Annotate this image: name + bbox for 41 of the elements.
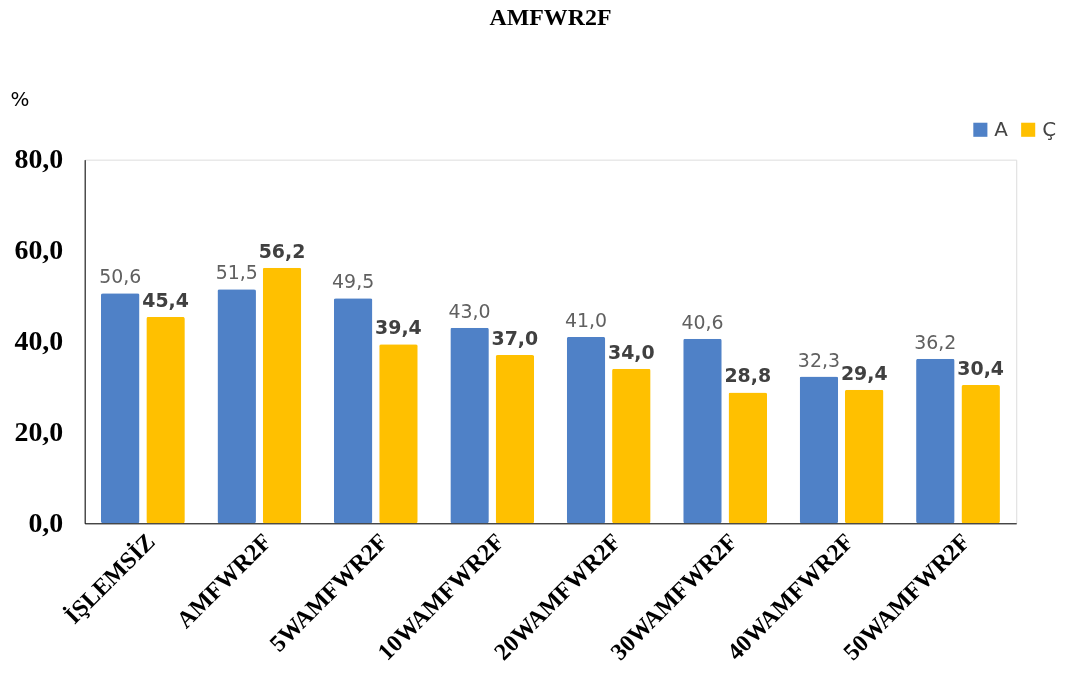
bar [961,385,1000,524]
y-axis-title: % [10,88,30,112]
data-label: 40,6 [681,310,724,333]
bar [683,338,722,524]
bar [333,298,373,524]
bar [916,358,955,524]
data-label: 29,4 [840,361,888,384]
bar [566,336,606,524]
data-label: 34,0 [608,340,655,363]
y-tick-label: 80,0 [14,143,64,175]
bar [217,289,256,524]
data-label: 37,0 [491,327,539,350]
y-tick-label: 60,0 [14,234,64,266]
legend-label: Ç [1042,117,1057,141]
data-label: 49,5 [332,270,375,293]
data-label: 32,3 [797,348,840,371]
data-label: 30,4 [957,357,1004,380]
data-label: 43,0 [448,299,491,322]
bar [844,389,884,524]
data-label: 51,5 [215,261,258,284]
data-label: 28,8 [724,364,772,387]
data-label: 50,6 [99,265,142,288]
data-label: 41,0 [564,308,608,331]
bar [612,368,651,524]
bar [262,267,302,524]
y-tick-label: 20,0 [14,415,64,447]
y-tick-label: 0,0 [28,506,64,538]
legend-label: A [994,117,1009,141]
data-label: 39,4 [375,316,422,339]
data-label: 36,2 [914,330,957,353]
chart-title: AMFWR2F [489,4,612,31]
data-label: 45,4 [142,288,189,311]
bar [379,344,418,524]
bar [799,376,839,524]
bar [728,392,768,524]
y-tick-label: 40,0 [14,324,64,356]
data-label: 56,2 [258,239,306,262]
bar [146,316,185,524]
bar [450,327,489,524]
bar [495,355,535,524]
bar [100,293,140,524]
